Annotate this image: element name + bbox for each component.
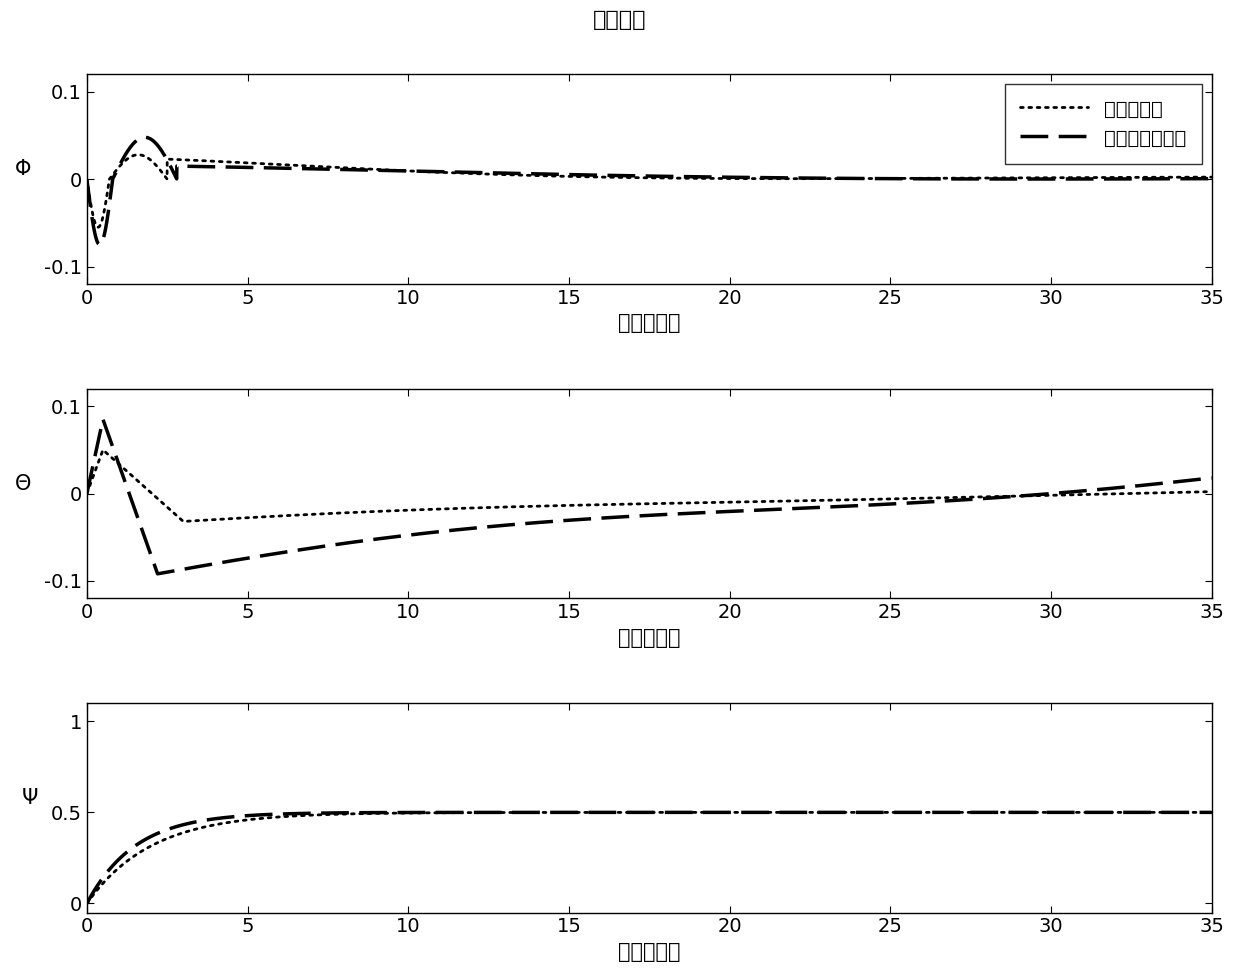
X-axis label: 时间（秒）: 时间（秒） [618,942,680,962]
Y-axis label: Ψ: Ψ [22,787,38,808]
Y-axis label: Φ: Φ [15,159,31,179]
Text: 姿态跟踪: 姿态跟踪 [592,10,647,29]
Legend: 线性滑模面, 快速终端滑模面: 线性滑模面, 快速终端滑模面 [1005,84,1202,164]
X-axis label: 时间（秒）: 时间（秒） [618,627,680,648]
Y-axis label: Θ: Θ [15,474,31,493]
X-axis label: 时间（秒）: 时间（秒） [618,314,680,333]
